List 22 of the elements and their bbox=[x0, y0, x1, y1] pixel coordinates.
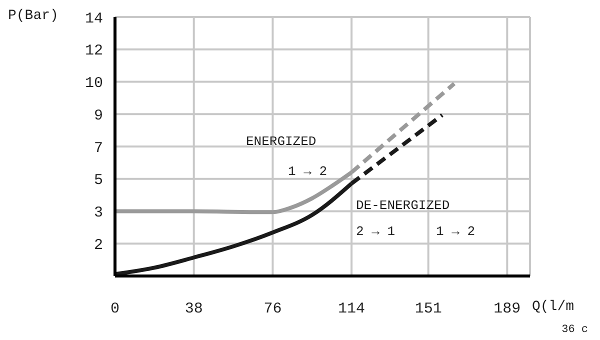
x-tick-label: 189 bbox=[494, 300, 521, 318]
annotation: DE-ENERGIZED bbox=[356, 198, 450, 213]
x-axis-title: Q(l/m bbox=[532, 299, 574, 315]
x-tick-label: 38 bbox=[184, 300, 203, 318]
text: 36 c bbox=[562, 324, 588, 336]
annotation: 2 → 1 bbox=[356, 224, 396, 239]
x-tick-label: 0 bbox=[110, 300, 120, 318]
y-tick-label: 10 bbox=[84, 75, 103, 92]
y-tick-label: 14 bbox=[84, 10, 103, 28]
y-axis-title: P(Bar) bbox=[8, 8, 58, 24]
annotation: 1 → 2 bbox=[288, 164, 328, 179]
x-tick-label: 76 bbox=[264, 300, 282, 318]
y-tick-label: 7 bbox=[94, 140, 103, 157]
y-tick-label: 5 bbox=[94, 172, 103, 190]
y-tick-label: 9 bbox=[94, 107, 103, 124]
y-tick-label: 2 bbox=[94, 236, 103, 254]
x-tick-label: 114 bbox=[338, 300, 366, 318]
y-tick-label: 3 bbox=[94, 204, 103, 222]
annotation: ENERGIZED bbox=[246, 134, 316, 149]
y-tick-label: 12 bbox=[84, 42, 103, 60]
x-tick-label: 151 bbox=[414, 300, 442, 318]
annotation: 1 → 2 bbox=[436, 224, 476, 239]
